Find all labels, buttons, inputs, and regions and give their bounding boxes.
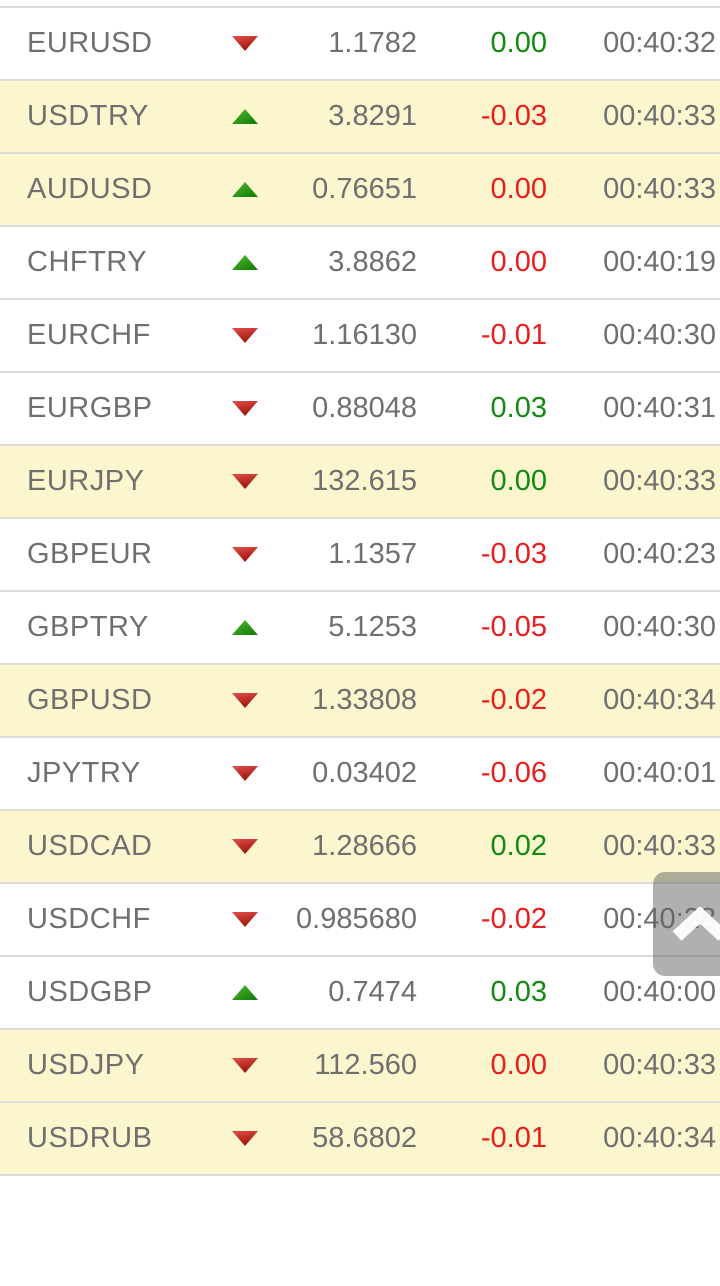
pair-change: -0.03 bbox=[480, 100, 547, 132]
pair-symbol: GBPTRY bbox=[27, 611, 149, 643]
arrow-up-icon bbox=[215, 619, 274, 636]
pair-quote-time: 00:40:33 bbox=[603, 1049, 716, 1081]
arrow-up-icon bbox=[215, 181, 274, 198]
arrow-up-icon bbox=[215, 984, 274, 1001]
pair-rate: 112.560 bbox=[314, 1049, 417, 1081]
pair-quote-time: 00:40:00 bbox=[603, 976, 716, 1008]
pair-change: 0.03 bbox=[490, 392, 547, 424]
quote-row[interactable]: GBPEUR 1.1357 -0.03 00:40:23 bbox=[0, 519, 720, 592]
pair-rate: 1.33808 bbox=[312, 684, 417, 716]
pair-quote-time: 00:40:33 bbox=[603, 465, 716, 497]
quote-row[interactable]: USDCAD 1.28666 0.02 00:40:33 bbox=[0, 811, 720, 884]
pair-rate: 5.1253 bbox=[328, 611, 417, 643]
quote-row[interactable]: USDGBP 0.7474 0.03 00:40:00 bbox=[0, 957, 720, 1030]
chevron-up-icon bbox=[672, 907, 720, 941]
pair-symbol: GBPUSD bbox=[27, 684, 153, 716]
quote-row[interactable]: EURGBP 0.88048 0.03 00:40:31 bbox=[0, 373, 720, 446]
pair-symbol: CHFTRY bbox=[27, 246, 148, 278]
pair-symbol: USDJPY bbox=[27, 1049, 145, 1081]
pair-rate: 1.16130 bbox=[312, 319, 417, 351]
pair-symbol: USDCAD bbox=[27, 830, 153, 862]
pair-symbol: AUDUSD bbox=[27, 173, 153, 205]
pair-symbol: GBPEUR bbox=[27, 538, 153, 570]
quote-row[interactable]: USDRUB 58.6802 -0.01 00:40:34 bbox=[0, 1103, 720, 1176]
pair-symbol: USDGBP bbox=[27, 976, 153, 1008]
pair-change: 0.00 bbox=[490, 246, 547, 278]
arrow-down-icon bbox=[215, 765, 274, 782]
scroll-to-top-button[interactable] bbox=[653, 872, 720, 976]
quote-row[interactable]: EURUSD 1.1782 0.00 00:40:32 bbox=[0, 8, 720, 81]
arrow-down-icon bbox=[215, 546, 274, 563]
pair-change: 0.00 bbox=[490, 27, 547, 59]
pair-change: -0.03 bbox=[480, 538, 547, 570]
arrow-down-icon bbox=[215, 473, 274, 490]
pair-change: -0.06 bbox=[480, 757, 547, 789]
pair-rate: 3.8291 bbox=[328, 100, 417, 132]
pair-change: -0.01 bbox=[480, 319, 547, 351]
pair-symbol: JPYTRY bbox=[27, 757, 141, 789]
pair-quote-time: 00:40:34 bbox=[603, 684, 716, 716]
arrow-up-icon bbox=[215, 108, 274, 125]
pair-rate: 0.76651 bbox=[312, 173, 417, 205]
quote-list: EURUSD 1.1782 0.00 00:40:32 USDTRY 3.829… bbox=[0, 6, 720, 1176]
arrow-down-icon bbox=[215, 1057, 274, 1074]
quote-row[interactable]: EURJPY 132.615 0.00 00:40:33 bbox=[0, 446, 720, 519]
pair-change: -0.02 bbox=[480, 903, 547, 935]
pair-rate: 0.88048 bbox=[312, 392, 417, 424]
pair-symbol: EURGBP bbox=[27, 392, 153, 424]
pair-change: 0.02 bbox=[490, 830, 547, 862]
quote-row[interactable]: USDCHF 0.985680 -0.02 00:40:28 bbox=[0, 884, 720, 957]
arrow-down-icon bbox=[215, 911, 274, 928]
quote-row[interactable]: CHFTRY 3.8862 0.00 00:40:19 bbox=[0, 227, 720, 300]
pair-quote-time: 00:40:32 bbox=[603, 27, 716, 59]
arrow-down-icon bbox=[215, 327, 274, 344]
pair-rate: 1.28666 bbox=[312, 830, 417, 862]
pair-rate: 0.985680 bbox=[296, 903, 417, 935]
pair-quote-time: 00:40:33 bbox=[603, 173, 716, 205]
arrow-down-icon bbox=[215, 400, 274, 417]
pair-symbol: USDRUB bbox=[27, 1122, 153, 1154]
quote-row[interactable]: GBPTRY 5.1253 -0.05 00:40:30 bbox=[0, 592, 720, 665]
arrow-up-icon bbox=[215, 254, 274, 271]
pair-quote-time: 00:40:33 bbox=[603, 830, 716, 862]
pair-change: 0.03 bbox=[490, 976, 547, 1008]
arrow-down-icon bbox=[215, 838, 274, 855]
pair-symbol: USDCHF bbox=[27, 903, 151, 935]
pair-quote-time: 00:40:34 bbox=[603, 1122, 716, 1154]
pair-symbol: EURCHF bbox=[27, 319, 151, 351]
quote-row[interactable]: GBPUSD 1.33808 -0.02 00:40:34 bbox=[0, 665, 720, 738]
pair-quote-time: 00:40:30 bbox=[603, 319, 716, 351]
pair-symbol: EURJPY bbox=[27, 465, 145, 497]
pair-quote-time: 00:40:33 bbox=[603, 100, 716, 132]
quote-row[interactable]: EURCHF 1.16130 -0.01 00:40:30 bbox=[0, 300, 720, 373]
pair-change: 0.00 bbox=[490, 465, 547, 497]
arrow-down-icon bbox=[215, 1130, 274, 1147]
pair-change: 0.00 bbox=[490, 173, 547, 205]
quote-row[interactable]: AUDUSD 0.76651 0.00 00:40:33 bbox=[0, 154, 720, 227]
pair-rate: 0.03402 bbox=[312, 757, 417, 789]
pair-rate: 0.7474 bbox=[328, 976, 417, 1008]
pair-change: -0.02 bbox=[480, 684, 547, 716]
pair-change: 0.00 bbox=[490, 1049, 547, 1081]
pair-quote-time: 00:40:30 bbox=[603, 611, 716, 643]
pair-quote-time: 00:40:31 bbox=[603, 392, 716, 424]
pair-rate: 1.1782 bbox=[328, 27, 417, 59]
quote-row[interactable]: JPYTRY 0.03402 -0.06 00:40:01 bbox=[0, 738, 720, 811]
quote-row[interactable]: USDTRY 3.8291 -0.03 00:40:33 bbox=[0, 81, 720, 154]
pair-symbol: EURUSD bbox=[27, 27, 153, 59]
pair-rate: 132.615 bbox=[312, 465, 417, 497]
pair-rate: 3.8862 bbox=[328, 246, 417, 278]
arrow-down-icon bbox=[215, 35, 274, 52]
pair-quote-time: 00:40:01 bbox=[603, 757, 716, 789]
pair-quote-time: 00:40:19 bbox=[603, 246, 716, 278]
pair-symbol: USDTRY bbox=[27, 100, 149, 132]
quote-row[interactable]: USDJPY 112.560 0.00 00:40:33 bbox=[0, 1030, 720, 1103]
pair-rate: 58.6802 bbox=[312, 1122, 417, 1154]
pair-change: -0.01 bbox=[480, 1122, 547, 1154]
pair-quote-time: 00:40:23 bbox=[603, 538, 716, 570]
arrow-down-icon bbox=[215, 692, 274, 709]
pair-change: -0.05 bbox=[480, 611, 547, 643]
pair-rate: 1.1357 bbox=[328, 538, 417, 570]
